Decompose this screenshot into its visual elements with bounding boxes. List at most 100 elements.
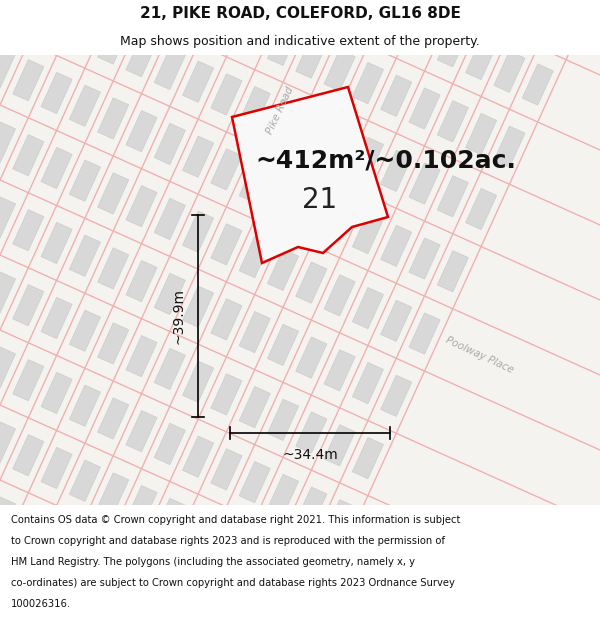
Polygon shape bbox=[550, 2, 581, 43]
Polygon shape bbox=[70, 235, 100, 276]
Polygon shape bbox=[211, 299, 242, 340]
Polygon shape bbox=[296, 112, 327, 153]
Polygon shape bbox=[352, 62, 383, 104]
Polygon shape bbox=[466, 113, 497, 154]
Polygon shape bbox=[211, 0, 242, 40]
Text: ~412m²/~0.102ac.: ~412m²/~0.102ac. bbox=[255, 148, 516, 172]
Text: 21: 21 bbox=[302, 186, 338, 214]
Polygon shape bbox=[352, 288, 383, 329]
Polygon shape bbox=[0, 197, 16, 238]
Polygon shape bbox=[154, 348, 185, 389]
Polygon shape bbox=[380, 225, 412, 266]
Polygon shape bbox=[324, 200, 355, 241]
Polygon shape bbox=[13, 434, 44, 476]
Polygon shape bbox=[296, 37, 327, 78]
Polygon shape bbox=[70, 160, 100, 201]
Polygon shape bbox=[41, 372, 72, 414]
Polygon shape bbox=[70, 385, 100, 426]
Polygon shape bbox=[239, 236, 270, 278]
Polygon shape bbox=[41, 298, 72, 339]
Polygon shape bbox=[0, 422, 16, 463]
Polygon shape bbox=[41, 448, 72, 489]
Polygon shape bbox=[154, 498, 185, 539]
Polygon shape bbox=[380, 0, 412, 41]
Polygon shape bbox=[494, 51, 525, 92]
Polygon shape bbox=[70, 85, 100, 126]
Polygon shape bbox=[352, 0, 383, 29]
Text: 21, PIKE ROAD, COLEFORD, GL16 8DE: 21, PIKE ROAD, COLEFORD, GL16 8DE bbox=[140, 6, 460, 21]
Polygon shape bbox=[296, 337, 327, 378]
Polygon shape bbox=[126, 261, 157, 302]
Polygon shape bbox=[98, 98, 129, 139]
Polygon shape bbox=[409, 13, 440, 54]
Polygon shape bbox=[239, 461, 270, 503]
Polygon shape bbox=[466, 38, 497, 79]
Polygon shape bbox=[239, 386, 270, 428]
Polygon shape bbox=[324, 500, 355, 541]
Polygon shape bbox=[522, 0, 553, 30]
Polygon shape bbox=[211, 374, 242, 415]
Polygon shape bbox=[41, 222, 72, 264]
Text: HM Land Registry. The polygons (including the associated geometry, namely x, y: HM Land Registry. The polygons (includin… bbox=[11, 557, 415, 567]
Polygon shape bbox=[13, 0, 44, 26]
Polygon shape bbox=[268, 249, 299, 291]
Polygon shape bbox=[409, 88, 440, 129]
Polygon shape bbox=[494, 126, 525, 168]
Polygon shape bbox=[380, 300, 412, 341]
Polygon shape bbox=[211, 74, 242, 115]
Polygon shape bbox=[98, 23, 129, 64]
Polygon shape bbox=[437, 176, 469, 217]
Polygon shape bbox=[126, 336, 157, 377]
Polygon shape bbox=[352, 362, 383, 404]
Polygon shape bbox=[70, 460, 100, 501]
Polygon shape bbox=[98, 398, 129, 439]
Polygon shape bbox=[0, 47, 16, 88]
Polygon shape bbox=[296, 262, 327, 303]
Polygon shape bbox=[211, 524, 242, 565]
Polygon shape bbox=[13, 134, 44, 176]
Text: Map shows position and indicative extent of the property.: Map shows position and indicative extent… bbox=[120, 35, 480, 48]
Polygon shape bbox=[409, 313, 440, 354]
Polygon shape bbox=[70, 310, 100, 351]
Polygon shape bbox=[296, 412, 327, 453]
Polygon shape bbox=[182, 136, 214, 178]
Text: Contains OS data © Crown copyright and database right 2021. This information is : Contains OS data © Crown copyright and d… bbox=[11, 514, 460, 524]
Polygon shape bbox=[154, 198, 185, 239]
Text: ~34.4m: ~34.4m bbox=[282, 448, 338, 462]
Polygon shape bbox=[324, 50, 355, 91]
Polygon shape bbox=[437, 251, 469, 292]
Text: to Crown copyright and database rights 2023 and is reproduced with the permissio: to Crown copyright and database rights 2… bbox=[11, 536, 445, 546]
Polygon shape bbox=[232, 87, 388, 263]
Polygon shape bbox=[268, 399, 299, 441]
Polygon shape bbox=[41, 0, 72, 39]
Polygon shape bbox=[13, 284, 44, 326]
Polygon shape bbox=[154, 273, 185, 314]
Polygon shape bbox=[126, 186, 157, 227]
Polygon shape bbox=[13, 509, 44, 551]
Polygon shape bbox=[239, 161, 270, 202]
Polygon shape bbox=[0, 347, 16, 388]
Polygon shape bbox=[182, 511, 214, 552]
Polygon shape bbox=[98, 173, 129, 214]
Polygon shape bbox=[380, 375, 412, 416]
Polygon shape bbox=[324, 425, 355, 466]
Polygon shape bbox=[0, 122, 16, 163]
Polygon shape bbox=[437, 26, 469, 67]
Polygon shape bbox=[126, 486, 157, 527]
Polygon shape bbox=[268, 474, 299, 516]
Polygon shape bbox=[182, 436, 214, 478]
Polygon shape bbox=[154, 123, 185, 164]
Polygon shape bbox=[466, 188, 497, 229]
Polygon shape bbox=[409, 238, 440, 279]
Text: ~39.9m: ~39.9m bbox=[172, 288, 186, 344]
Polygon shape bbox=[182, 361, 214, 403]
Polygon shape bbox=[211, 149, 242, 190]
Polygon shape bbox=[0, 497, 16, 538]
Polygon shape bbox=[126, 111, 157, 152]
Polygon shape bbox=[239, 311, 270, 352]
Polygon shape bbox=[13, 209, 44, 251]
Polygon shape bbox=[380, 75, 412, 116]
Text: Poolway Place: Poolway Place bbox=[445, 335, 515, 375]
Polygon shape bbox=[41, 148, 72, 189]
Polygon shape bbox=[182, 61, 214, 102]
